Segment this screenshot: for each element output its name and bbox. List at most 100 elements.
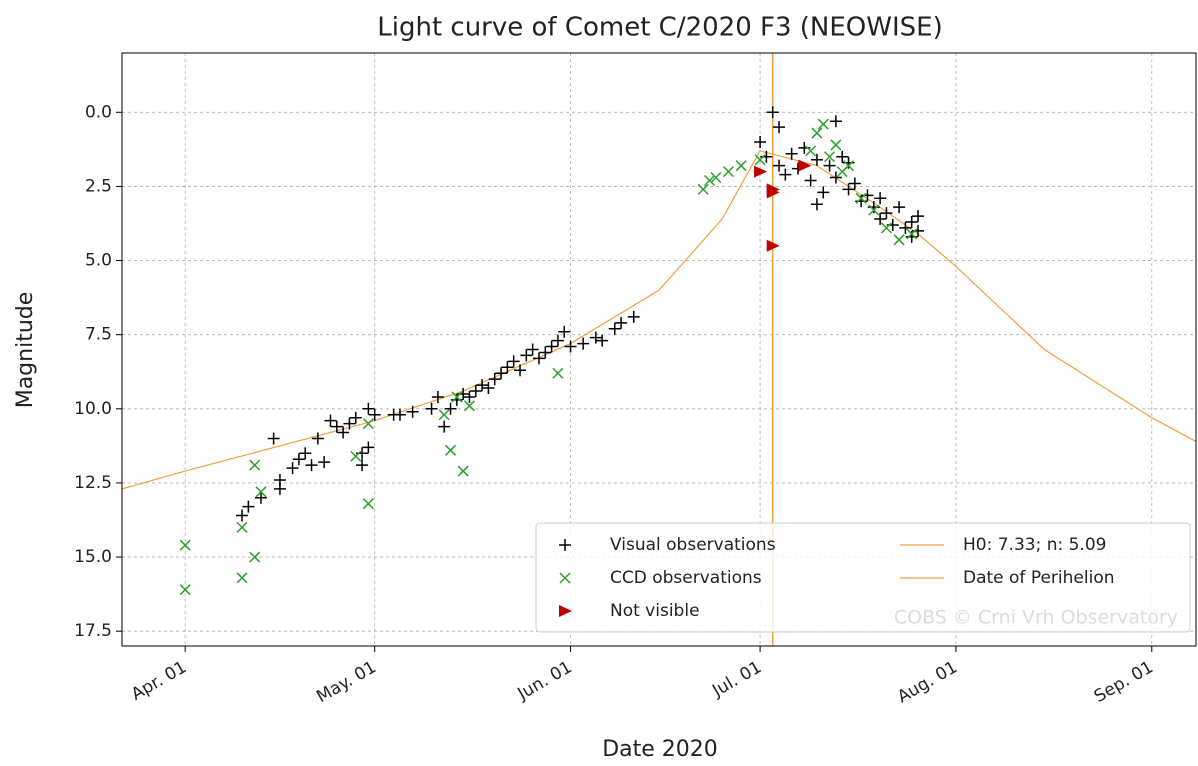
visual-point (608, 322, 621, 335)
ccd-point (893, 234, 905, 246)
visual-point (514, 364, 527, 377)
not-visible-point (766, 239, 780, 252)
visual-point (425, 402, 438, 415)
ccd-point (722, 166, 735, 178)
visual-point (242, 500, 255, 513)
visual-point (469, 385, 482, 398)
visual-point (507, 355, 520, 368)
visual-point (829, 171, 842, 184)
x-tick-label: Sep. 01 (1091, 657, 1157, 707)
visual-point (779, 168, 792, 181)
visual-point (318, 456, 331, 469)
not-visible-point (754, 165, 768, 178)
y-tick-label: 2.5 (85, 176, 112, 196)
visual-point (356, 459, 369, 472)
ccd-point (704, 174, 716, 187)
visual-point (273, 473, 286, 486)
ccd-point (236, 521, 248, 533)
visual-point (836, 150, 849, 163)
y-tick-label: 7.5 (85, 325, 112, 345)
visual-point (488, 373, 501, 386)
ccd-point (249, 459, 261, 471)
ccd-point (362, 418, 374, 430)
not-visible-point (766, 186, 780, 199)
legend-box (535, 522, 1191, 633)
ccd-point (754, 154, 766, 166)
visual-point (526, 343, 539, 356)
visual-point (476, 379, 489, 392)
ccd-point (880, 222, 892, 234)
ccd-point (451, 391, 463, 403)
visual-point (349, 411, 362, 424)
visual-point (431, 390, 444, 403)
y-tick-label: 17.5 (74, 621, 112, 641)
visual-point (311, 432, 324, 445)
visual-point (848, 177, 861, 190)
visual-point (286, 462, 299, 475)
ccd-point (868, 204, 880, 216)
visual-point (362, 402, 375, 415)
x-tick-label: Apr. 01 (128, 657, 190, 704)
visual-point (501, 361, 514, 374)
visual-point (444, 402, 457, 415)
visual-point (589, 331, 602, 344)
ccd-point (735, 160, 747, 172)
ccd-point (444, 444, 457, 456)
visual-point (495, 367, 508, 380)
visual-point (324, 414, 337, 427)
visual-point (564, 340, 577, 353)
visual-point (874, 213, 887, 226)
ccd-point (236, 572, 248, 584)
x-tick-label: May. 01 (313, 657, 379, 707)
visual-point (912, 210, 925, 223)
legend-label: H0: 7.33; n: 5.09 (963, 535, 1106, 555)
visual-point (627, 310, 640, 323)
y-axis-label: Magnitude (13, 292, 38, 409)
visual-point (520, 349, 533, 362)
visual-point (463, 390, 476, 403)
visual-point (773, 159, 786, 172)
visual-point (558, 325, 571, 338)
ccd-point (255, 486, 267, 498)
ccd-point (249, 551, 261, 563)
visual-point (450, 393, 463, 406)
visual-point (532, 352, 545, 365)
visual-point (330, 420, 343, 433)
visual-point (393, 408, 406, 421)
x-tick-label: Jun. 01 (514, 657, 576, 704)
legend-label: Not visible (610, 601, 700, 621)
ccd-point (362, 498, 374, 510)
visual-point (880, 207, 893, 220)
y-tick-label: 10.0 (74, 399, 112, 419)
visual-point (254, 491, 267, 504)
not-visible-point (798, 159, 812, 172)
visual-point (829, 115, 842, 128)
legend-marker (559, 572, 571, 584)
ccd-point (906, 228, 918, 240)
visual-point (773, 121, 786, 134)
visual-point (539, 346, 552, 359)
ccd-point (179, 539, 191, 551)
ccd-point (463, 400, 476, 412)
ccd-point (552, 367, 564, 379)
legend-label: CCD observations (610, 568, 762, 588)
ccd-point (811, 127, 823, 139)
visual-point (337, 426, 350, 439)
visual-point (305, 459, 318, 472)
ccd-point (824, 151, 836, 163)
ccd-point (697, 183, 709, 195)
visual-point (905, 216, 918, 229)
plot-area (122, 53, 1196, 646)
visual-point (482, 382, 495, 395)
visual-point (615, 316, 628, 329)
visual-point (810, 153, 823, 166)
visual-point (406, 405, 419, 418)
visual-point (292, 453, 305, 466)
visual-point (893, 201, 906, 214)
x-tick-label: Aug. 01 (894, 657, 961, 707)
ccd-point (830, 139, 842, 151)
visual-point (766, 106, 779, 119)
visual-point (551, 334, 564, 347)
visual-point (804, 174, 817, 187)
y-tick-label: 15.0 (74, 547, 112, 567)
